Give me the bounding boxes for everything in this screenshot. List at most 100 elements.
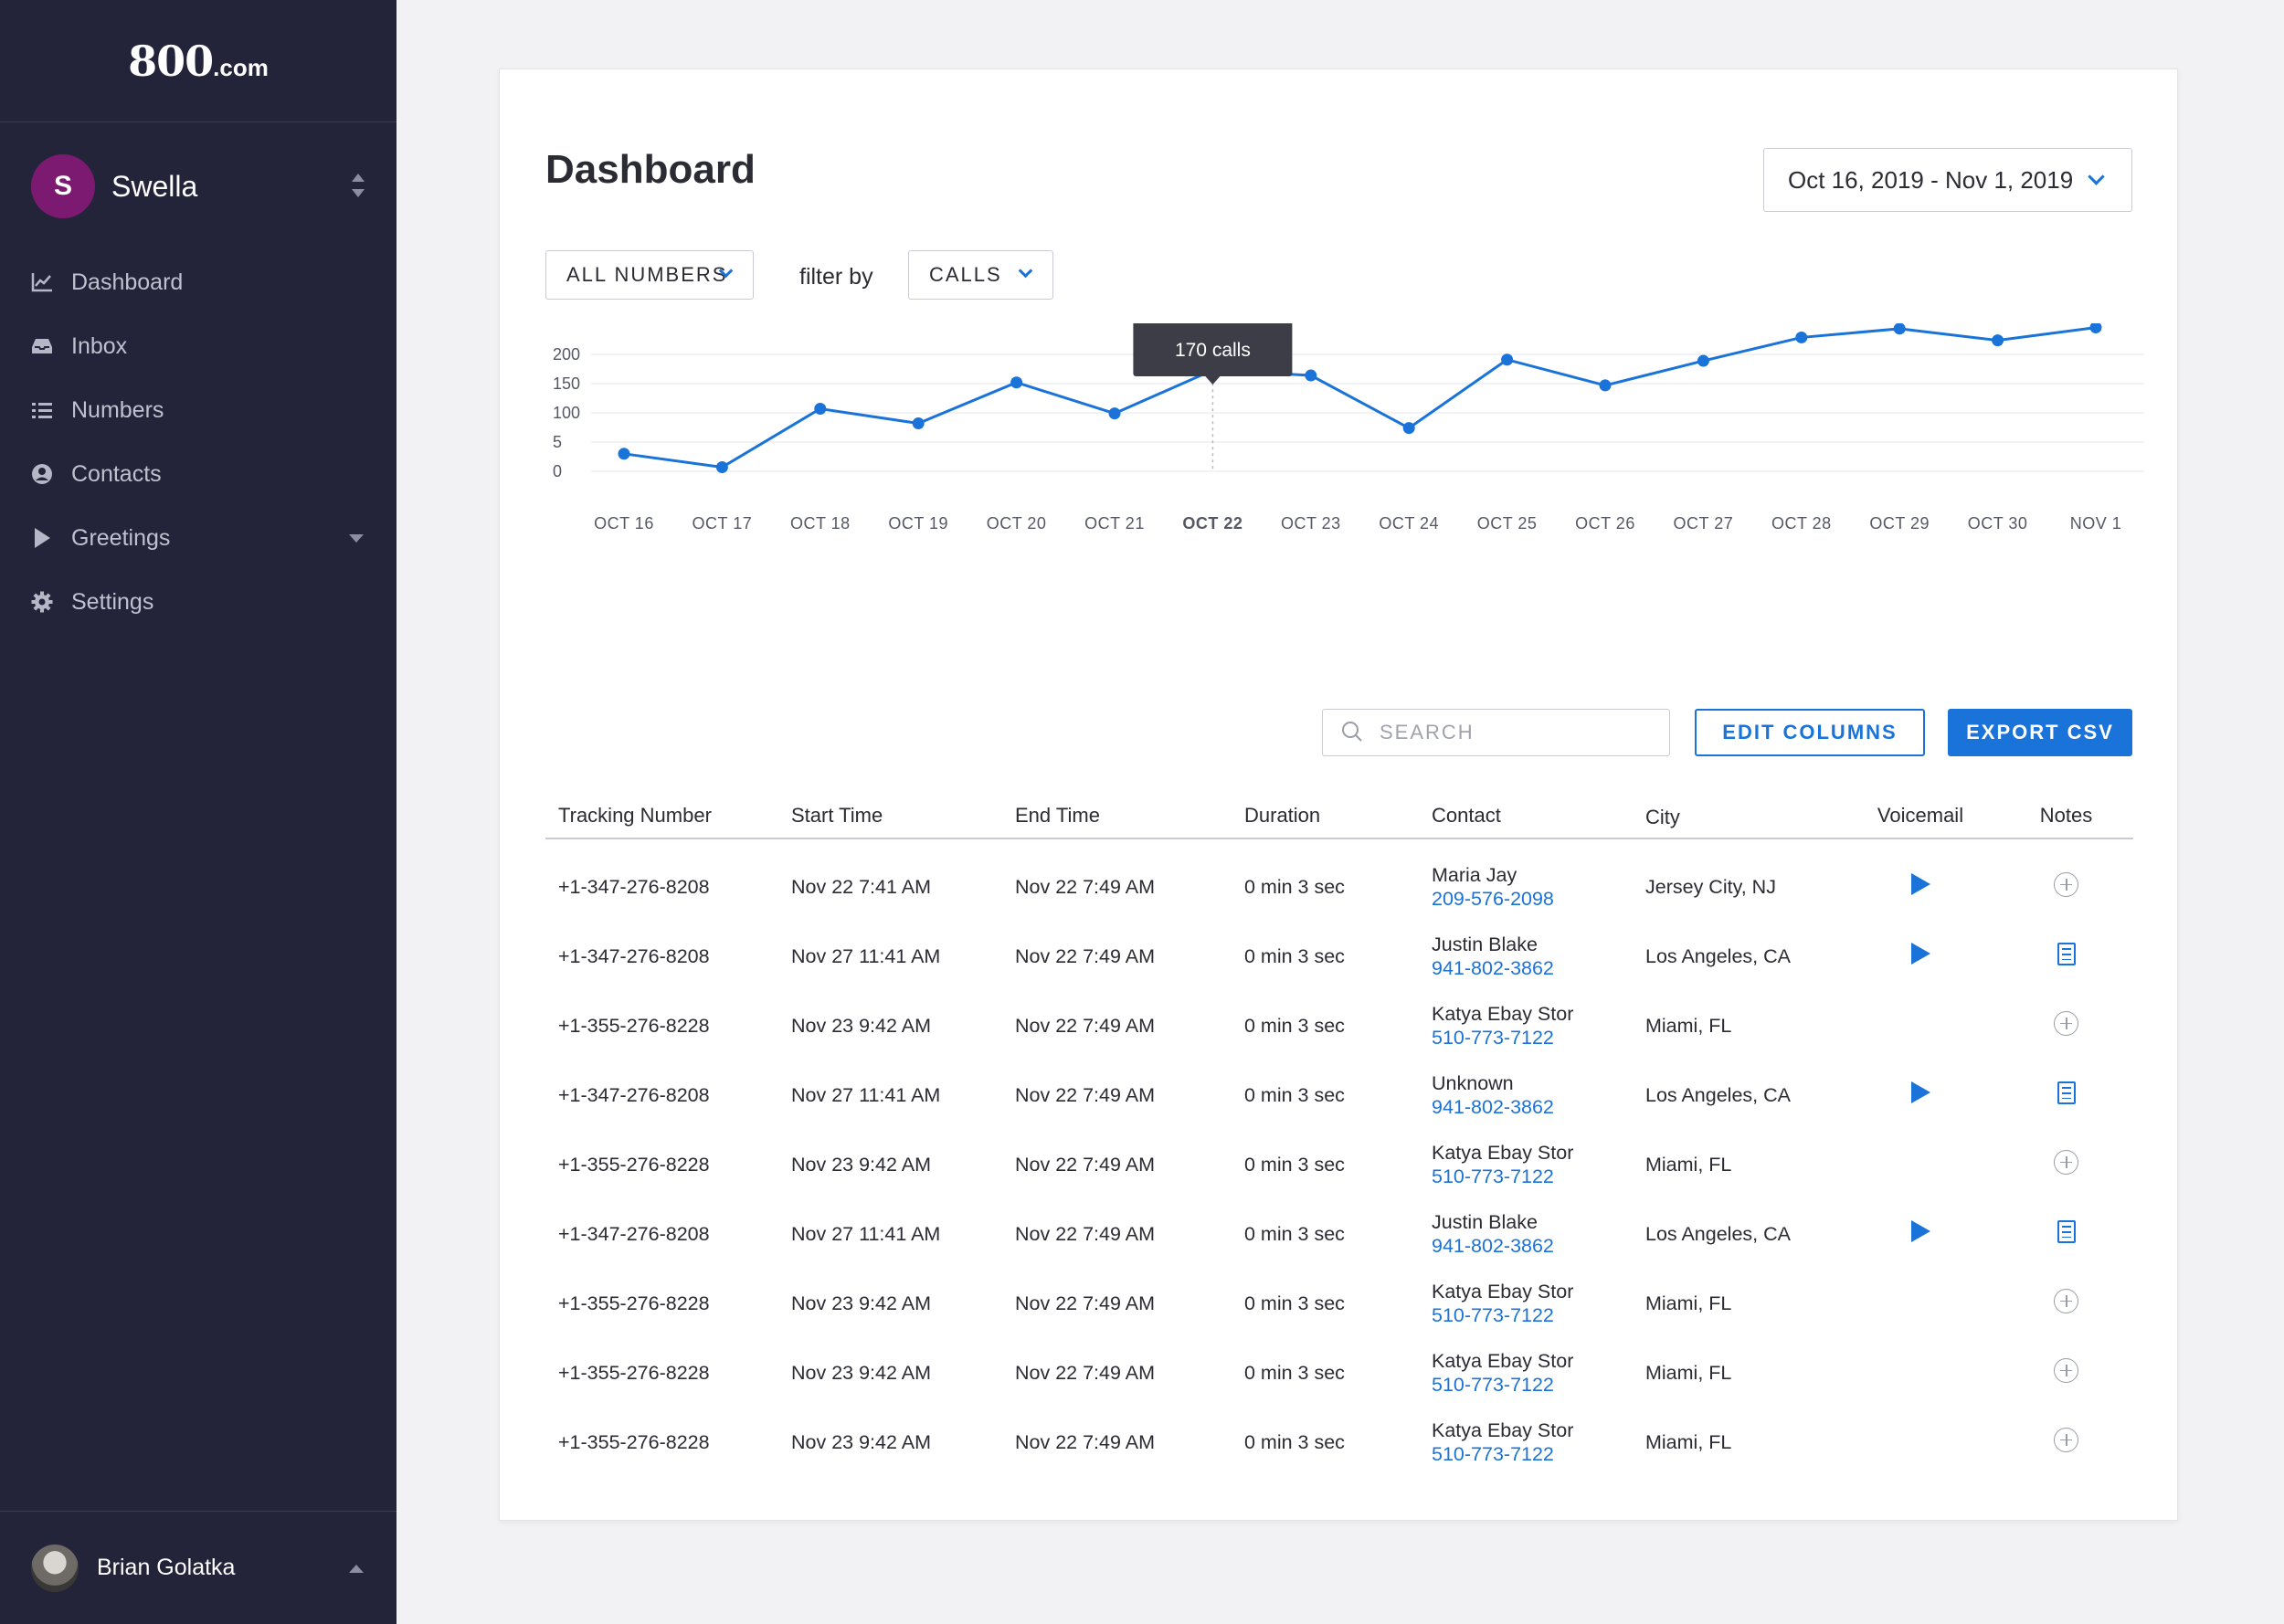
contact-cell: Katya Ebay Stor 510-773-7122 — [1432, 1349, 1645, 1397]
play-voicemail-icon[interactable] — [1910, 1081, 1930, 1103]
table-row[interactable]: +1-355-276-8228 Nov 23 9:42 AM Nov 22 7:49… — [545, 1408, 2133, 1477]
data-point — [1697, 354, 1709, 367]
add-note-icon[interactable] — [2054, 1288, 2078, 1313]
data-point — [1010, 376, 1023, 389]
table-row[interactable]: +1-355-276-8228 Nov 23 9:42 AM Nov 22 7:49… — [545, 1338, 2133, 1408]
tooltip-label: 170 calls — [1175, 340, 1251, 361]
data-point — [814, 403, 827, 416]
data-point — [1893, 323, 1906, 335]
export-csv-button[interactable]: EXPORT CSV — [1948, 709, 2132, 756]
start-time: Nov 23 9:42 AM — [791, 1430, 931, 1453]
sidebar-item-numbers[interactable]: Numbers — [0, 378, 397, 442]
sidebar-item-label: Settings — [71, 588, 154, 615]
contact-phone-link[interactable]: 510-773-7122 — [1432, 1027, 1554, 1049]
add-note-icon[interactable] — [2054, 871, 2078, 897]
sidebar-item-dashboard[interactable]: Dashboard — [0, 250, 397, 314]
contact-cell: Katya Ebay Stor 510-773-7122 — [1432, 1280, 1645, 1327]
tracking-number: +1-347-276-8208 — [558, 944, 710, 967]
data-point — [1108, 407, 1121, 420]
table-row[interactable]: +1-355-276-8228 Nov 23 9:42 AM Nov 22 7:49… — [545, 1269, 2133, 1338]
note-document-icon[interactable] — [2057, 1219, 2076, 1243]
table-row[interactable]: +1-355-276-8228 Nov 23 9:42 AM Nov 22 7:49… — [545, 1130, 2133, 1199]
user-circle-icon — [31, 463, 53, 485]
column-header[interactable]: Duration — [1244, 804, 1321, 827]
end-time: Nov 22 7:49 AM — [1015, 944, 1155, 967]
duration: 0 min 3 sec — [1244, 1083, 1345, 1106]
y-tick-label: 0 — [553, 462, 562, 480]
sort-toggle-icon[interactable] — [351, 174, 365, 197]
column-header[interactable]: Voicemail — [1877, 804, 1964, 827]
column-header[interactable]: Contact — [1432, 804, 1501, 827]
logo-main: 800 — [128, 36, 214, 86]
chevron-up-icon[interactable] — [349, 1565, 364, 1573]
notes-cell — [1999, 871, 2133, 902]
user-menu[interactable]: Brian Golatka — [0, 1511, 397, 1624]
note-document-icon[interactable] — [2057, 1081, 2076, 1104]
contact-name: Justin Blake — [1432, 1211, 1538, 1233]
end-time: Nov 22 7:49 AM — [1015, 1014, 1155, 1037]
contact-phone-link[interactable]: 209-576-2098 — [1432, 888, 1554, 910]
contact-phone-link[interactable]: 510-773-7122 — [1432, 1165, 1554, 1187]
city: Los Angeles, CA — [1645, 1083, 1791, 1106]
add-note-icon[interactable] — [2054, 1149, 2078, 1175]
column-header[interactable]: End Time — [1015, 804, 1100, 827]
contact-phone-link[interactable]: 510-773-7122 — [1432, 1374, 1554, 1396]
contact-name: Katya Ebay Stor — [1432, 1419, 1574, 1441]
table-row[interactable]: +1-347-276-8208 Nov 27 11:41 AM Nov 22 7:4… — [545, 1199, 2133, 1269]
notes-cell — [1999, 1219, 2133, 1249]
play-voicemail-icon[interactable] — [1910, 873, 1930, 895]
sidebar-item-settings[interactable]: Settings — [0, 570, 397, 634]
note-document-icon[interactable] — [2057, 942, 2076, 965]
table-header: Tracking Number Start Time End Time Dura… — [545, 800, 2133, 839]
contact-phone-link[interactable]: 941-802-3862 — [1432, 1235, 1554, 1257]
logo[interactable]: 800.com — [0, 0, 397, 122]
city: Miami, FL — [1645, 1153, 1732, 1176]
dashboard-card: Dashboard Oct 16, 2019 - Nov 1, 2019 ALL… — [499, 69, 2178, 1521]
tooltip-pointer — [1205, 376, 1221, 385]
city: Miami, FL — [1645, 1292, 1732, 1314]
table-row[interactable]: +1-347-276-8208 Nov 27 11:41 AM Nov 22 7:4… — [545, 1060, 2133, 1130]
y-tick-label: 200 — [553, 345, 580, 364]
data-point — [1795, 331, 1808, 343]
chevron-down-icon[interactable] — [349, 534, 364, 543]
sidebar-item-inbox[interactable]: Inbox — [0, 314, 397, 378]
account-switcher[interactable]: S Swella — [0, 122, 397, 250]
start-time: Nov 27 11:41 AM — [791, 944, 941, 967]
play-icon — [31, 527, 53, 549]
date-range-picker[interactable]: Oct 16, 2019 - Nov 1, 2019 — [1763, 148, 2132, 212]
page-title: Dashboard — [545, 147, 756, 192]
contact-phone-link[interactable]: 510-773-7122 — [1432, 1304, 1554, 1326]
type-dropdown[interactable]: CALLS — [908, 250, 1053, 300]
play-voicemail-icon[interactable] — [1910, 943, 1930, 965]
table-row[interactable]: +1-347-276-8208 Nov 22 7:41 AM Nov 22 7:49… — [545, 852, 2133, 922]
add-note-icon[interactable] — [2054, 1427, 2078, 1452]
contact-phone-link[interactable]: 510-773-7122 — [1432, 1443, 1554, 1465]
sidebar-item-contacts[interactable]: Contacts — [0, 442, 397, 506]
table-body: +1-347-276-8208 Nov 22 7:41 AM Nov 22 7:49… — [545, 839, 2133, 1477]
column-header[interactable]: City — [1645, 806, 1680, 828]
chart-icon — [31, 271, 53, 293]
add-note-icon[interactable] — [2054, 1010, 2078, 1036]
contact-phone-link[interactable]: 941-802-3862 — [1432, 1096, 1554, 1118]
table-row[interactable]: +1-347-276-8208 Nov 27 11:41 AM Nov 22 7:4… — [545, 922, 2133, 991]
edit-columns-button[interactable]: EDIT COLUMNS — [1695, 709, 1925, 756]
table-row[interactable]: +1-355-276-8228 Nov 23 9:42 AM Nov 22 7:49… — [545, 991, 2133, 1060]
sidebar-item-greetings[interactable]: Greetings — [0, 506, 397, 570]
data-point — [912, 417, 925, 430]
column-header[interactable]: Notes — [2039, 804, 2093, 827]
contact-name: Katya Ebay Stor — [1432, 1003, 1574, 1025]
end-time: Nov 22 7:49 AM — [1015, 875, 1155, 898]
x-tick-label: OCT 27 — [1674, 514, 1734, 533]
column-header[interactable]: Start Time — [791, 804, 883, 827]
duration: 0 min 3 sec — [1244, 1430, 1345, 1453]
column-header[interactable]: Tracking Number — [558, 804, 712, 827]
x-tick-label: OCT 19 — [888, 514, 948, 533]
search-input[interactable]: SEARCH — [1322, 709, 1670, 756]
numbers-dropdown[interactable]: ALL NUMBERS — [545, 250, 754, 300]
play-voicemail-icon[interactable] — [1910, 1220, 1930, 1242]
contact-phone-link[interactable]: 941-802-3862 — [1432, 957, 1554, 979]
start-time: Nov 27 11:41 AM — [791, 1222, 941, 1245]
contact-name: Katya Ebay Stor — [1432, 1142, 1574, 1164]
add-note-icon[interactable] — [2054, 1357, 2078, 1383]
x-tick-label: OCT 25 — [1477, 514, 1538, 533]
